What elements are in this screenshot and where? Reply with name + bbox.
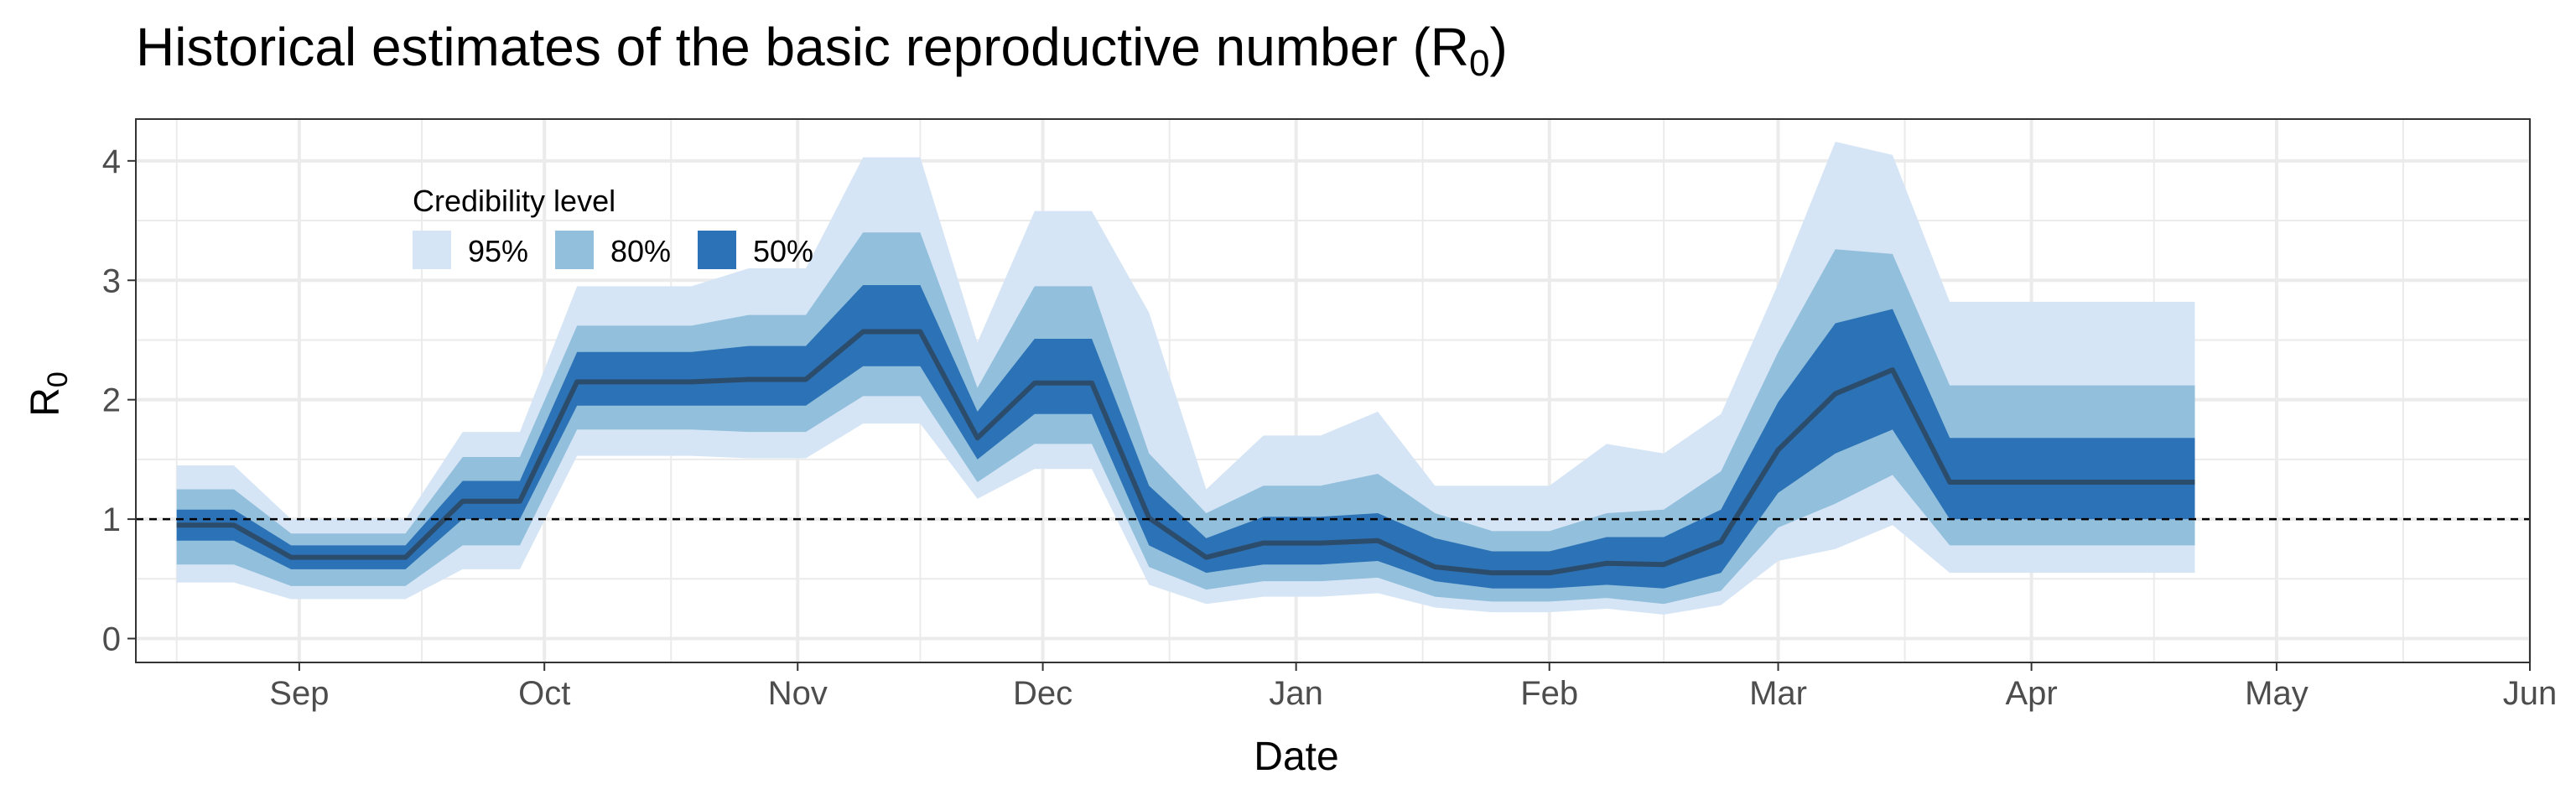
chart-title: Historical estimates of the basic reprod… (136, 17, 1508, 84)
y-tick-label: 1 (102, 501, 121, 538)
chart-title-close: ) (1489, 17, 1507, 77)
chart-title-subscript: 0 (1469, 43, 1489, 84)
legend-entries: 95% 80% 50% (413, 231, 813, 269)
legend-label: 50% (753, 234, 813, 268)
x-tick-label: Mar (1749, 675, 1807, 712)
legend: Credibility level 95% 80% 50% (413, 184, 813, 269)
x-tick-label: May (2245, 675, 2309, 712)
legend-swatch (698, 231, 736, 269)
band-50 (176, 284, 2195, 589)
y-axis-title-text: R (23, 387, 68, 417)
band-80-area (176, 232, 2195, 605)
chart-title-text: Historical estimates of the basic reprod… (136, 17, 1469, 77)
x-tick-label: Jan (1269, 675, 1323, 712)
y-axis: 0 1 2 3 4 (102, 143, 136, 658)
median-line (176, 329, 2195, 576)
y-tick-label: 4 (102, 143, 121, 180)
median-path (176, 329, 2195, 576)
x-tick-label: Sep (269, 675, 329, 712)
y-axis-title-subscript: 0 (42, 371, 74, 387)
x-tick-label: Oct (518, 675, 570, 712)
x-tick-label: Apr (2005, 675, 2057, 712)
x-axis-title: Date (1254, 735, 1338, 779)
legend-label: 80% (610, 234, 671, 268)
y-tick-label: 3 (102, 262, 121, 299)
x-tick-label: Dec (1013, 675, 1072, 712)
x-tick-label: Jun (2503, 675, 2558, 712)
y-tick-label: 2 (102, 382, 121, 419)
band-80 (176, 232, 2195, 605)
legend-label: 95% (468, 234, 528, 268)
x-axis: Sep Oct Nov Dec Jan Feb Mar Apr May Jun (269, 662, 2557, 712)
band-50-area (176, 284, 2195, 589)
plot-border (135, 118, 2531, 663)
x-tick-label: Nov (768, 675, 828, 712)
legend-swatch (413, 231, 451, 269)
x-tick-label: Feb (1520, 675, 1578, 712)
legend-swatch (555, 231, 594, 269)
legend-title: Credibility level (413, 184, 615, 218)
y-tick-label: 0 (102, 621, 121, 658)
y-axis-title: R0 (23, 371, 74, 417)
